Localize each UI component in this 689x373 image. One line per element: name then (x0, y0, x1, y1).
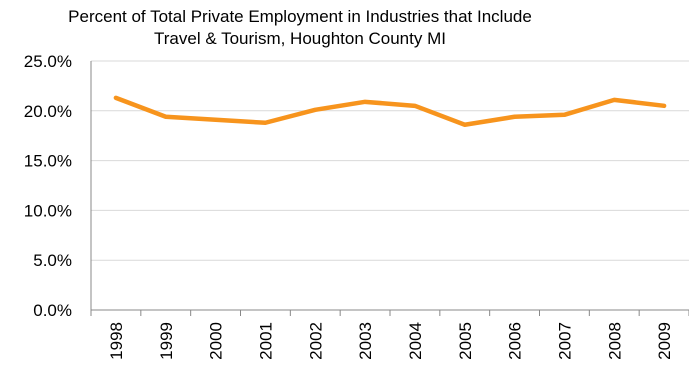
x-tick-label: 2000 (207, 322, 226, 360)
y-tick-labels: 25.0% 20.0% 15.0% 10.0% 5.0% 0.0% (24, 52, 72, 320)
x-tick-label: 2008 (605, 322, 624, 360)
chart-title-line-1: Percent of Total Private Employment in I… (68, 7, 532, 26)
axis-layer (90, 61, 689, 316)
series-layer (113, 95, 667, 127)
y-tick-label: 5.0% (33, 251, 72, 270)
y-tick-label: 0.0% (33, 301, 72, 320)
chart-title-line-2: Travel & Tourism, Houghton County MI (154, 29, 446, 48)
y-tick-label: 20.0% (24, 102, 72, 121)
x-tick-labels: 1998 1999 2000 2001 2002 2003 2004 2005 2006 2007… (107, 322, 674, 360)
grid-layer (91, 60, 689, 261)
x-tick-label: 2002 (306, 322, 325, 360)
x-tick-label: 2009 (655, 322, 674, 360)
x-tick-label: 2005 (456, 322, 475, 360)
x-tick-label: 2006 (506, 322, 525, 360)
x-tick-label: 1998 (107, 322, 126, 360)
x-tick-label: 2004 (406, 322, 425, 360)
x-tick-label: 1999 (157, 322, 176, 360)
chart-title: Percent of Total Private Employment in I… (0, 6, 600, 50)
y-tick-label: 25.0% (24, 52, 72, 71)
x-tick-label: 2003 (356, 322, 375, 360)
y-tick-label: 15.0% (24, 152, 72, 171)
series-line (113, 95, 667, 127)
x-tick-label: 2007 (555, 322, 574, 360)
x-tick-label: 2001 (256, 322, 275, 360)
y-tick-label: 10.0% (24, 201, 72, 220)
